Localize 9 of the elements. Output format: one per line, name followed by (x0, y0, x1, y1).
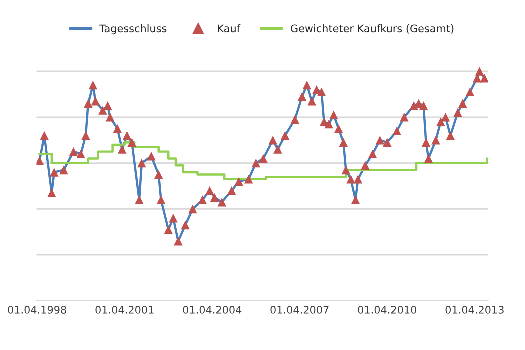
x-tick-label: 01.04.2013 (446, 306, 504, 314)
legend-label: Tagesschluss (100, 24, 167, 35)
legend-label: Gewichteter Kaufkurs (Gesamt) (291, 24, 454, 34)
x-tick-label: 01.04.2010 (358, 306, 417, 314)
legend-label: Kauf (218, 24, 241, 33)
x-tick-label: 01.04.2004 (183, 306, 242, 314)
x-tick-label: 01.04.2001 (96, 306, 154, 314)
x-tick-label: 01.04.1998 (8, 306, 66, 314)
x-tick-label: 01.04.2007 (270, 306, 329, 314)
